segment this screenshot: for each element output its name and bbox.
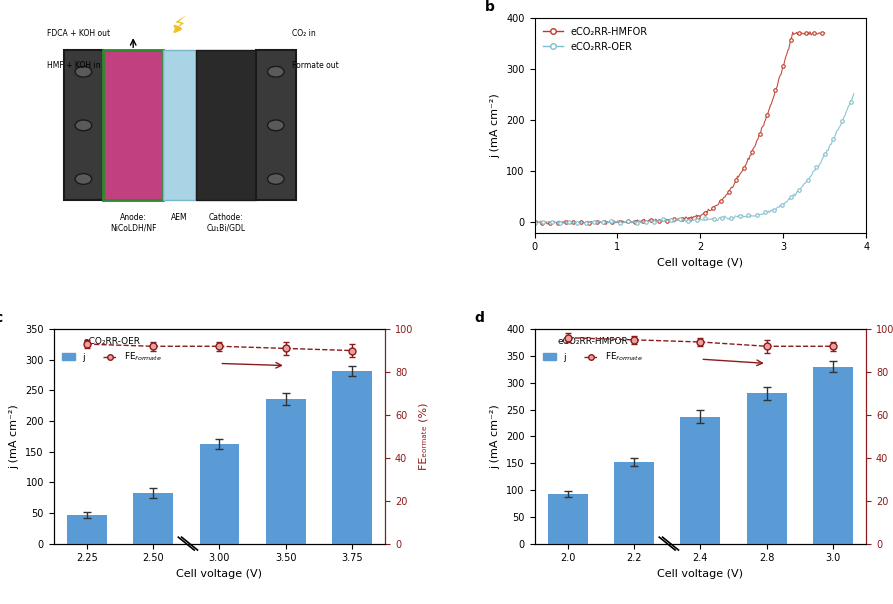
Text: d: d bbox=[475, 311, 485, 325]
Bar bbox=[67, 515, 106, 544]
Legend: eCO₂RR-HMFOR, eCO₂RR-OER: eCO₂RR-HMFOR, eCO₂RR-OER bbox=[539, 23, 652, 56]
Circle shape bbox=[268, 173, 284, 184]
Bar bbox=[680, 417, 721, 544]
FancyBboxPatch shape bbox=[163, 50, 196, 201]
X-axis label: Cell voltage (V): Cell voltage (V) bbox=[657, 258, 743, 268]
Circle shape bbox=[75, 120, 92, 130]
Bar bbox=[747, 393, 787, 544]
Legend: j, FE$_{formate}$: j, FE$_{formate}$ bbox=[58, 333, 165, 367]
Text: CO₂ in: CO₂ in bbox=[292, 28, 316, 37]
Y-axis label: j (mA cm⁻²): j (mA cm⁻²) bbox=[10, 404, 20, 469]
Legend: j, FE$_{formate}$: j, FE$_{formate}$ bbox=[539, 333, 647, 367]
Circle shape bbox=[268, 120, 284, 130]
X-axis label: Cell voltage (V): Cell voltage (V) bbox=[657, 569, 743, 579]
FancyBboxPatch shape bbox=[256, 50, 296, 201]
FancyBboxPatch shape bbox=[196, 50, 256, 201]
Text: Cathode:
Cu₁Bi/GDL: Cathode: Cu₁Bi/GDL bbox=[206, 213, 246, 233]
FancyBboxPatch shape bbox=[104, 50, 163, 201]
FancyBboxPatch shape bbox=[63, 50, 104, 201]
Bar bbox=[133, 493, 173, 544]
Text: b: b bbox=[485, 0, 495, 14]
Y-axis label: j (mA cm⁻²): j (mA cm⁻²) bbox=[491, 93, 501, 158]
Circle shape bbox=[75, 173, 92, 184]
Circle shape bbox=[75, 66, 92, 77]
Bar bbox=[266, 399, 305, 544]
Text: ⚡: ⚡ bbox=[172, 15, 187, 34]
Y-axis label: j (mA cm⁻²): j (mA cm⁻²) bbox=[490, 404, 501, 469]
Text: AEM: AEM bbox=[171, 213, 188, 222]
Text: HMF + KOH in: HMF + KOH in bbox=[47, 61, 101, 70]
Text: FDCA + KOH out: FDCA + KOH out bbox=[47, 28, 110, 37]
Text: Anode:
NiCoLDH/NF: Anode: NiCoLDH/NF bbox=[110, 213, 156, 233]
Bar bbox=[547, 493, 588, 544]
Text: c: c bbox=[0, 311, 2, 325]
Text: Formate out: Formate out bbox=[292, 61, 339, 70]
Y-axis label: FEₑₒᵣₘₐₜₑ (%): FEₑₒᵣₘₐₜₑ (%) bbox=[419, 403, 429, 470]
Bar bbox=[814, 367, 853, 544]
Bar bbox=[332, 371, 372, 544]
Bar bbox=[614, 462, 654, 544]
Bar bbox=[199, 444, 239, 544]
X-axis label: Cell voltage (V): Cell voltage (V) bbox=[177, 569, 263, 579]
Circle shape bbox=[268, 66, 284, 77]
